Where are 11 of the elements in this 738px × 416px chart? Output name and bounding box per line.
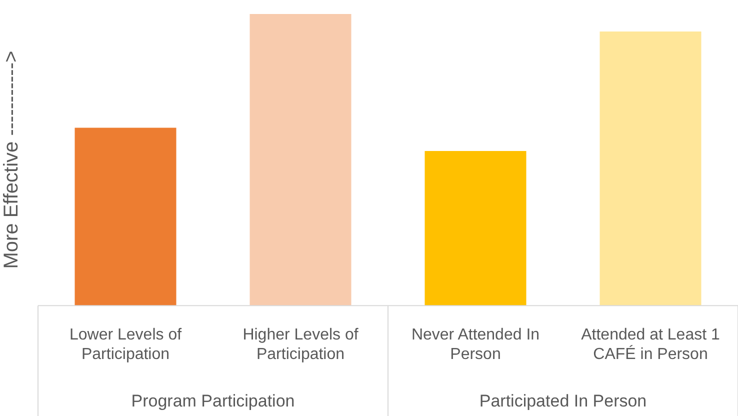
bar [424,151,526,306]
x-tick-label: Attended at Least 1 CAFÉ in Person [581,326,720,363]
bar [600,31,702,306]
y-axis-title: More Effective -----------> [0,50,23,269]
text: Participated In Person [479,392,647,411]
bar [74,128,176,306]
x-tick-label: Lower Levels of Participation [69,326,182,363]
text: Program Participation [131,392,295,411]
x-tick-label: Higher Levels of Participation [242,326,359,363]
bar [250,14,352,306]
x-tick-label: Never Attended In Person [411,326,540,363]
